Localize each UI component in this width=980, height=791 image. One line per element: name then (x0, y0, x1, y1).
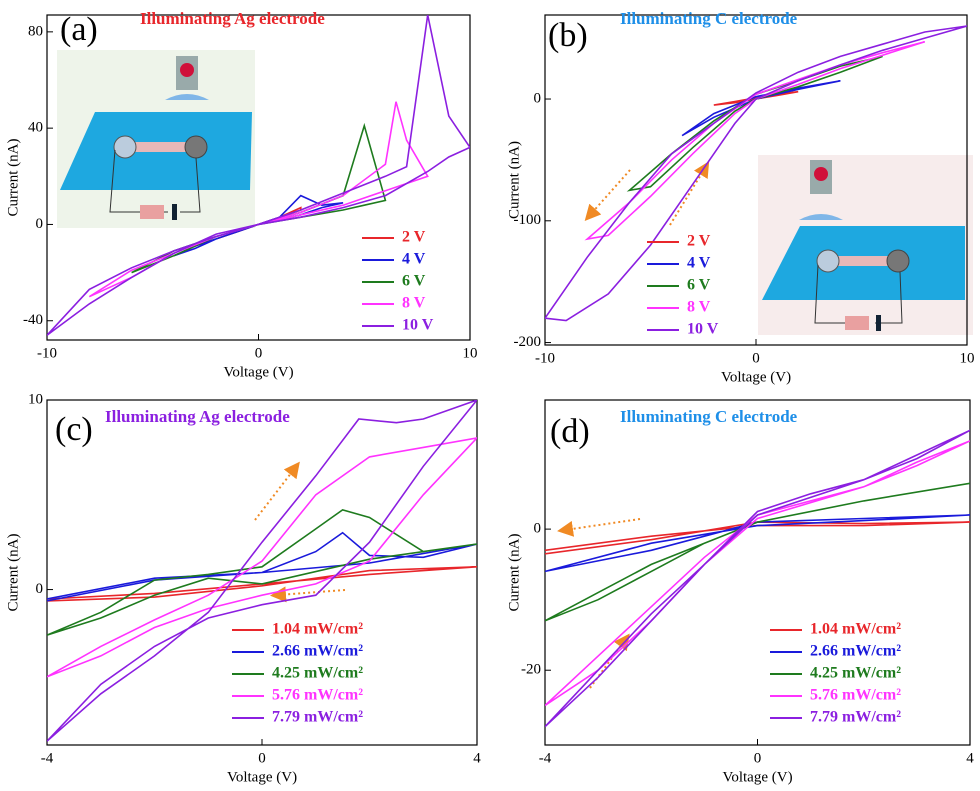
x-axis-label: Voltage (V) (721, 369, 791, 385)
series-line (681, 80, 841, 137)
legend-label: 10 V (687, 321, 719, 338)
legend-label: 5.76 mW/cm² (810, 687, 901, 704)
x-tick-label: 0 (752, 350, 760, 366)
series-line (545, 429, 970, 728)
y-tick-label: -100 (514, 212, 542, 228)
y-tick-label: 10 (28, 391, 43, 407)
legend-label: 7.79 mW/cm² (810, 709, 901, 726)
y-axis-label: Current (nA) (506, 534, 522, 612)
x-tick-label: -4 (41, 750, 54, 766)
x-axis-label: Voltage (V) (227, 769, 297, 785)
y-tick-label: 0 (534, 90, 542, 106)
legend-label: 2 V (687, 233, 711, 250)
legend-label: 7.79 mW/cm² (272, 709, 363, 726)
x-tick-label: 0 (255, 345, 263, 361)
panel-label: (b) (548, 17, 588, 54)
panel: -4 0 4 0 10 Voltage (V) Current (nA) (c) Illumin… (5, 391, 481, 785)
series-line (545, 521, 970, 555)
legend-label: 8 V (687, 299, 711, 316)
x-axis-label: Voltage (V) (223, 364, 293, 380)
annotation: Illuminating C electrode (620, 9, 798, 28)
panel-label: (d) (550, 413, 590, 450)
direction-arrows (254, 161, 710, 689)
x-tick-label: 10 (463, 345, 478, 361)
series-line (545, 514, 970, 573)
legend-label: 6 V (402, 273, 426, 290)
series-line (47, 15, 470, 336)
y-axis-label: Current (nA) (5, 139, 21, 217)
x-tick-label: 4 (966, 750, 974, 766)
y-tick-label: 40 (28, 120, 43, 136)
series-line (713, 90, 799, 106)
plot-frame (544, 399, 971, 746)
legend-label: 4.25 mW/cm² (272, 665, 363, 682)
inset-schematic-b (758, 155, 973, 335)
legend-label: 8 V (402, 295, 426, 312)
x-tick-label: -10 (535, 350, 555, 366)
series-line (545, 25, 967, 322)
legend-label: 2 V (402, 229, 426, 246)
annotation: Illuminating Ag electrode (105, 407, 290, 426)
legend-label: 2.66 mW/cm² (810, 643, 901, 660)
x-tick-label: 4 (473, 750, 481, 766)
y-axis-label: Current (nA) (506, 141, 522, 219)
series-line (47, 509, 477, 636)
y-tick-label: 0 (36, 581, 44, 597)
x-tick-label: 0 (258, 750, 266, 766)
legend-label: 10 V (402, 317, 434, 334)
panel-label: (c) (55, 411, 93, 448)
x-tick-label: -10 (37, 345, 57, 361)
series-line (88, 101, 429, 298)
annotation: Illuminating Ag electrode (140, 9, 325, 28)
series-line (47, 566, 477, 602)
inset-schematic-a (57, 50, 255, 228)
x-tick-label: 0 (754, 750, 762, 766)
panel: -4 0 4 -20 0 Voltage (V) Current (nA) (d) Illumi… (506, 399, 974, 785)
legend-label: 4 V (687, 255, 711, 272)
series-line (47, 437, 477, 678)
y-tick-label: 80 (28, 23, 43, 39)
y-tick-label: -20 (521, 662, 541, 678)
legend-label: 1.04 mW/cm² (810, 621, 901, 638)
y-tick-label: 0 (36, 216, 44, 232)
panel-label: (a) (60, 11, 98, 48)
x-tick-label: -4 (539, 750, 552, 766)
legend-label: 4 V (402, 251, 426, 268)
y-tick-label: -40 (23, 312, 43, 328)
legend-label: 4.25 mW/cm² (810, 665, 901, 682)
series-line (545, 482, 970, 622)
y-axis-label: Current (nA) (5, 534, 21, 612)
annotation: Illuminating C electrode (620, 407, 798, 426)
legend-label: 6 V (687, 277, 711, 294)
legend-label: 5.76 mW/cm² (272, 687, 363, 704)
panel: -10 0 10 -40 0 40 80 Voltage (V) Current (nA) (a)… (5, 9, 477, 381)
legend-label: 1.04 mW/cm² (272, 621, 363, 638)
series-line (47, 400, 477, 742)
y-tick-label: -200 (514, 334, 542, 350)
y-tick-label: 0 (534, 521, 542, 537)
series-line (47, 531, 477, 602)
x-axis-label: Voltage (V) (722, 769, 792, 785)
x-tick-label: 10 (960, 350, 975, 366)
insets (57, 50, 973, 335)
legend-label: 2.66 mW/cm² (272, 643, 363, 660)
